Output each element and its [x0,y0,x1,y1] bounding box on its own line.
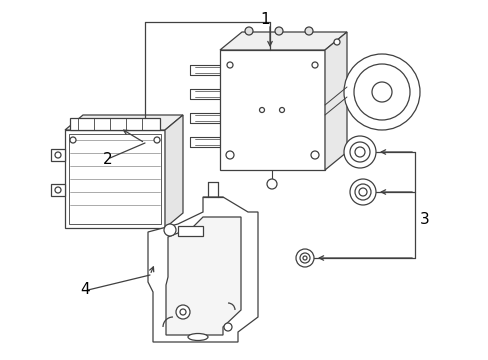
Circle shape [303,256,306,260]
Circle shape [371,82,391,102]
Bar [69,134,161,224]
Circle shape [279,108,284,112]
Bar [65,130,164,228]
Circle shape [343,136,375,168]
Polygon shape [148,197,258,342]
Bar [51,149,65,161]
Circle shape [163,224,176,236]
Bar [51,184,65,196]
Text: 3: 3 [419,212,429,228]
Circle shape [311,62,317,68]
Circle shape [305,27,312,35]
Circle shape [353,64,409,120]
Circle shape [70,137,76,143]
Circle shape [266,179,276,189]
Circle shape [299,253,309,263]
Circle shape [274,27,283,35]
Circle shape [333,39,339,45]
Polygon shape [325,32,346,170]
Text: 2: 2 [103,153,113,167]
Text: 4: 4 [80,283,90,297]
Circle shape [226,62,232,68]
Circle shape [180,309,185,315]
Text: 1: 1 [260,13,269,27]
Circle shape [354,184,370,200]
Circle shape [224,323,231,331]
Polygon shape [164,115,183,228]
Circle shape [176,305,190,319]
Circle shape [55,152,61,158]
Polygon shape [165,217,241,335]
Circle shape [259,108,264,112]
Bar [220,50,325,170]
Circle shape [244,27,252,35]
Polygon shape [220,32,346,50]
Circle shape [343,54,419,130]
Circle shape [225,151,234,159]
Circle shape [154,137,160,143]
Circle shape [55,187,61,193]
Bar [70,118,160,130]
Circle shape [295,249,313,267]
Circle shape [349,179,375,205]
Bar [178,226,203,236]
Polygon shape [65,115,183,130]
Circle shape [358,188,366,196]
Circle shape [354,147,364,157]
Circle shape [310,151,318,159]
Ellipse shape [187,333,207,341]
Circle shape [349,142,369,162]
